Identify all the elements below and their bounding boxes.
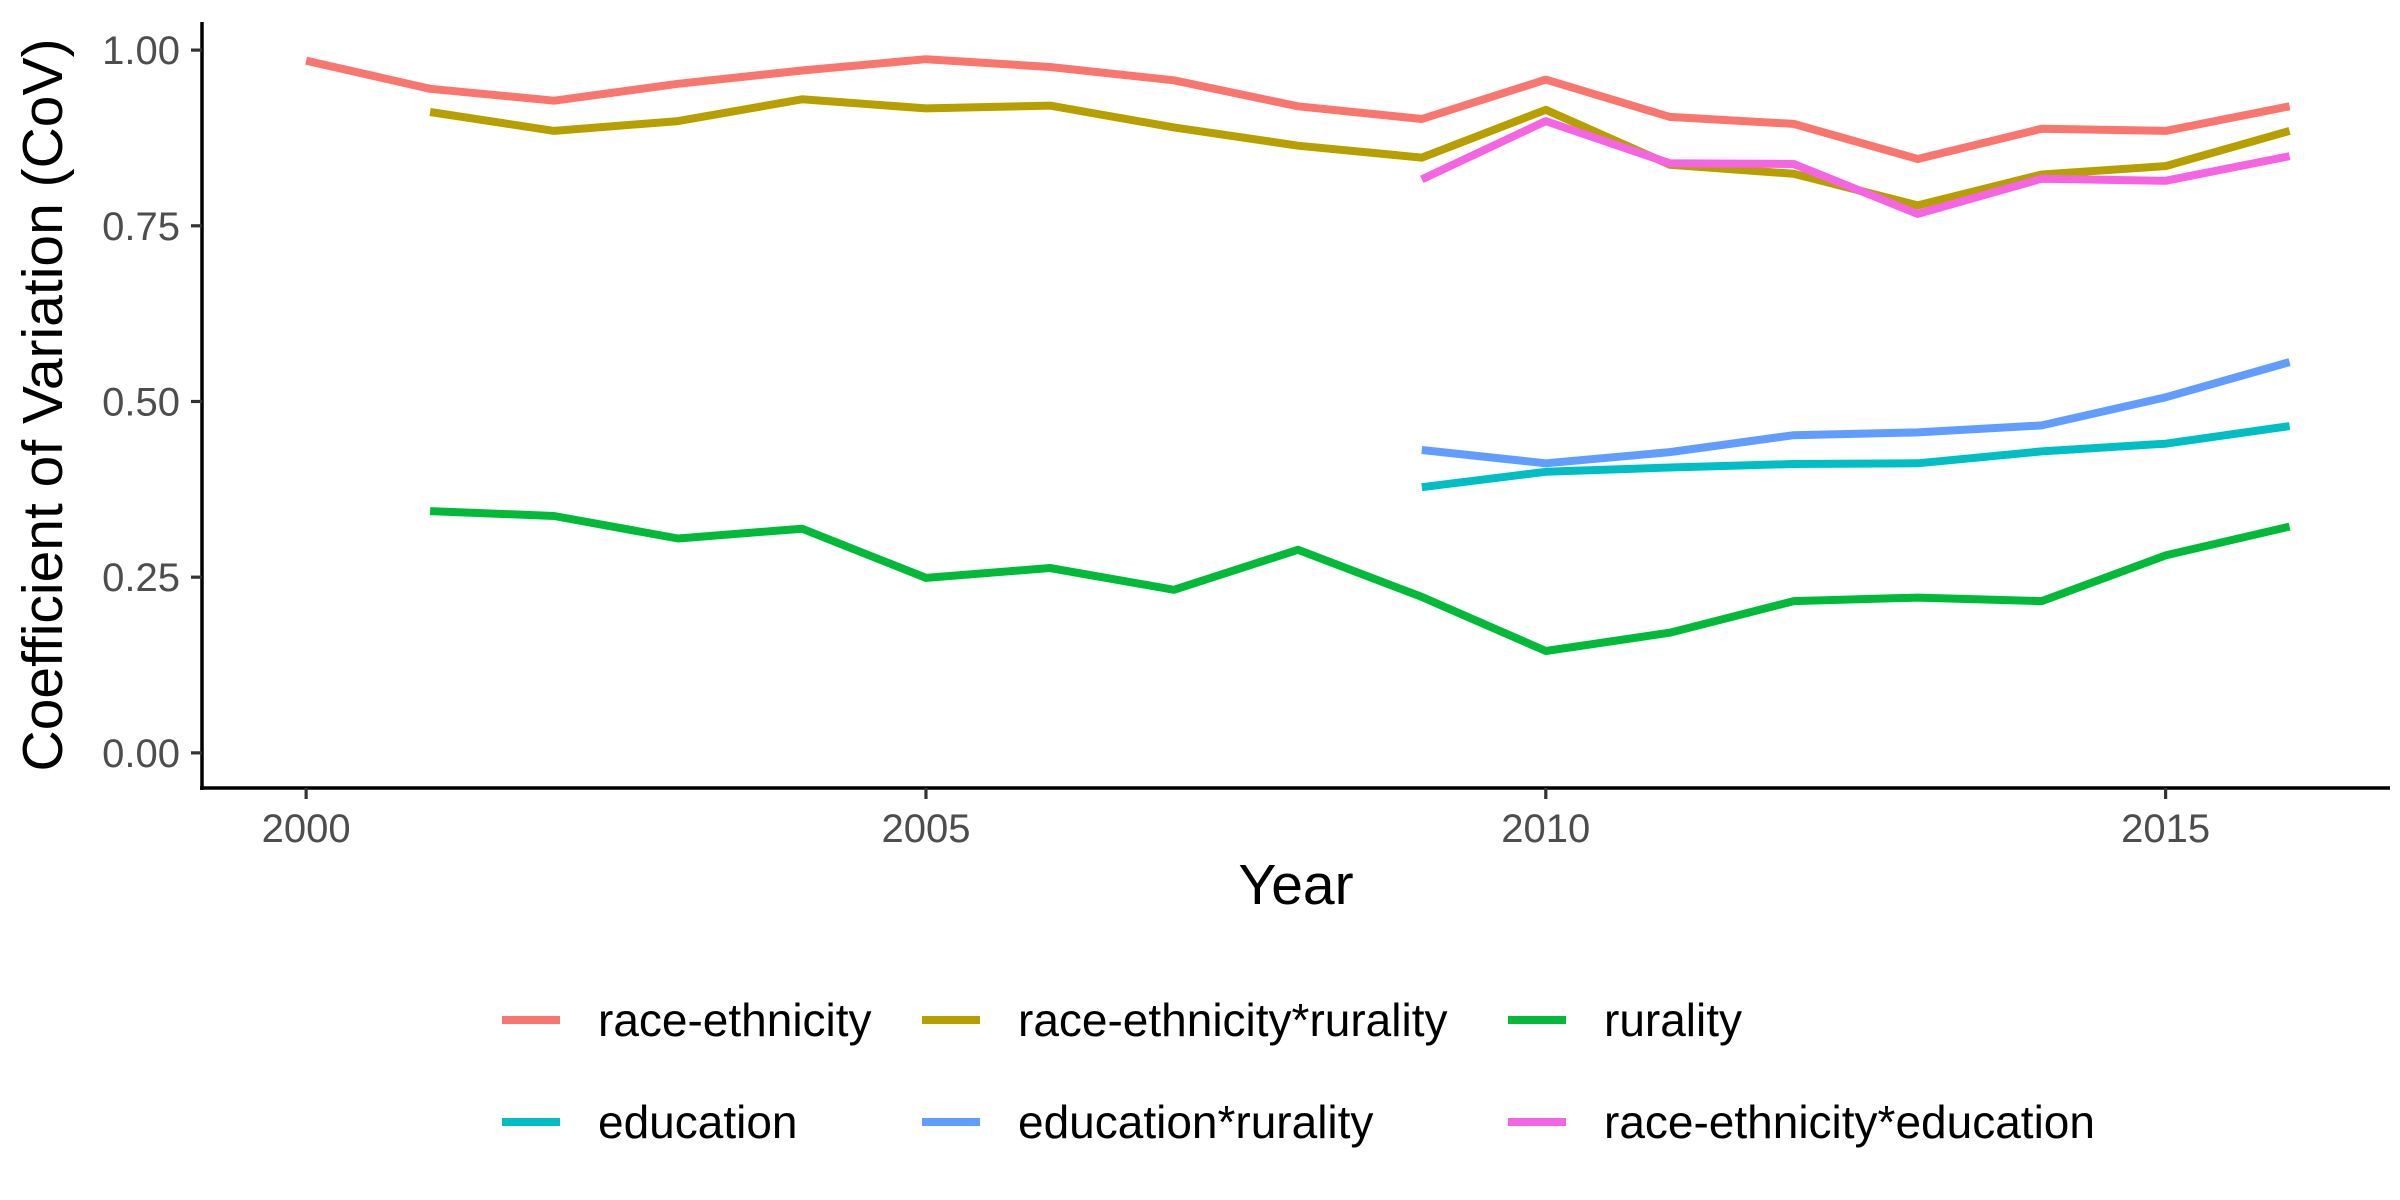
legend-label: rurality <box>1604 994 1742 1046</box>
x-axis-title: Year <box>1238 853 1353 917</box>
x-tick-label: 2000 <box>262 807 351 851</box>
legend-label: education*rurality <box>1018 1096 1373 1148</box>
x-tick-label: 2015 <box>2121 807 2210 851</box>
y-tick-label: 0.50 <box>102 380 180 424</box>
y-tick-label: 0.00 <box>102 732 180 776</box>
y-tick-label: 1.00 <box>102 29 180 73</box>
legend-label: race-ethnicity*rurality <box>1018 994 1447 1046</box>
series-line-race-ethnicity-rurality <box>429 95 2291 210</box>
legend-label: education <box>598 1096 798 1148</box>
legend: race-ethnicity race-ethnicity*rurality rur… <box>502 994 2095 1148</box>
y-tick-label: 0.75 <box>102 205 180 249</box>
y-tick-label: 0.25 <box>102 556 180 600</box>
series-line-race-ethnicity <box>305 55 2291 163</box>
legend-item: education <box>502 1096 798 1148</box>
legend-label: race-ethnicity*education <box>1604 1096 2095 1148</box>
legend-item: race-ethnicity*education <box>1508 1096 2095 1148</box>
x-tick-label: 2010 <box>1501 807 1590 851</box>
y-axis-title: Coefficient of Variation (CoV) <box>11 39 75 772</box>
legend-label: race-ethnicity <box>598 994 872 1046</box>
axes-layer <box>200 22 2390 790</box>
ticks-layer: 2000 2005 2010 2015 0.00 0.25 0.50 0.75 1.00 <box>102 29 2210 851</box>
series-line-rurality <box>429 507 2291 655</box>
series-line-race-ethnicity-education <box>1420 117 2291 218</box>
series-layer <box>305 55 2291 655</box>
x-tick-label: 2005 <box>881 807 970 851</box>
legend-item: education*rurality <box>922 1096 1373 1148</box>
series-line-education-rurality <box>1421 358 2291 468</box>
legend-item: race-ethnicity*rurality <box>922 994 1447 1046</box>
legend-item: race-ethnicity <box>502 994 872 1046</box>
series-line-education <box>1421 422 2291 492</box>
legend-item: rurality <box>1508 994 1742 1046</box>
